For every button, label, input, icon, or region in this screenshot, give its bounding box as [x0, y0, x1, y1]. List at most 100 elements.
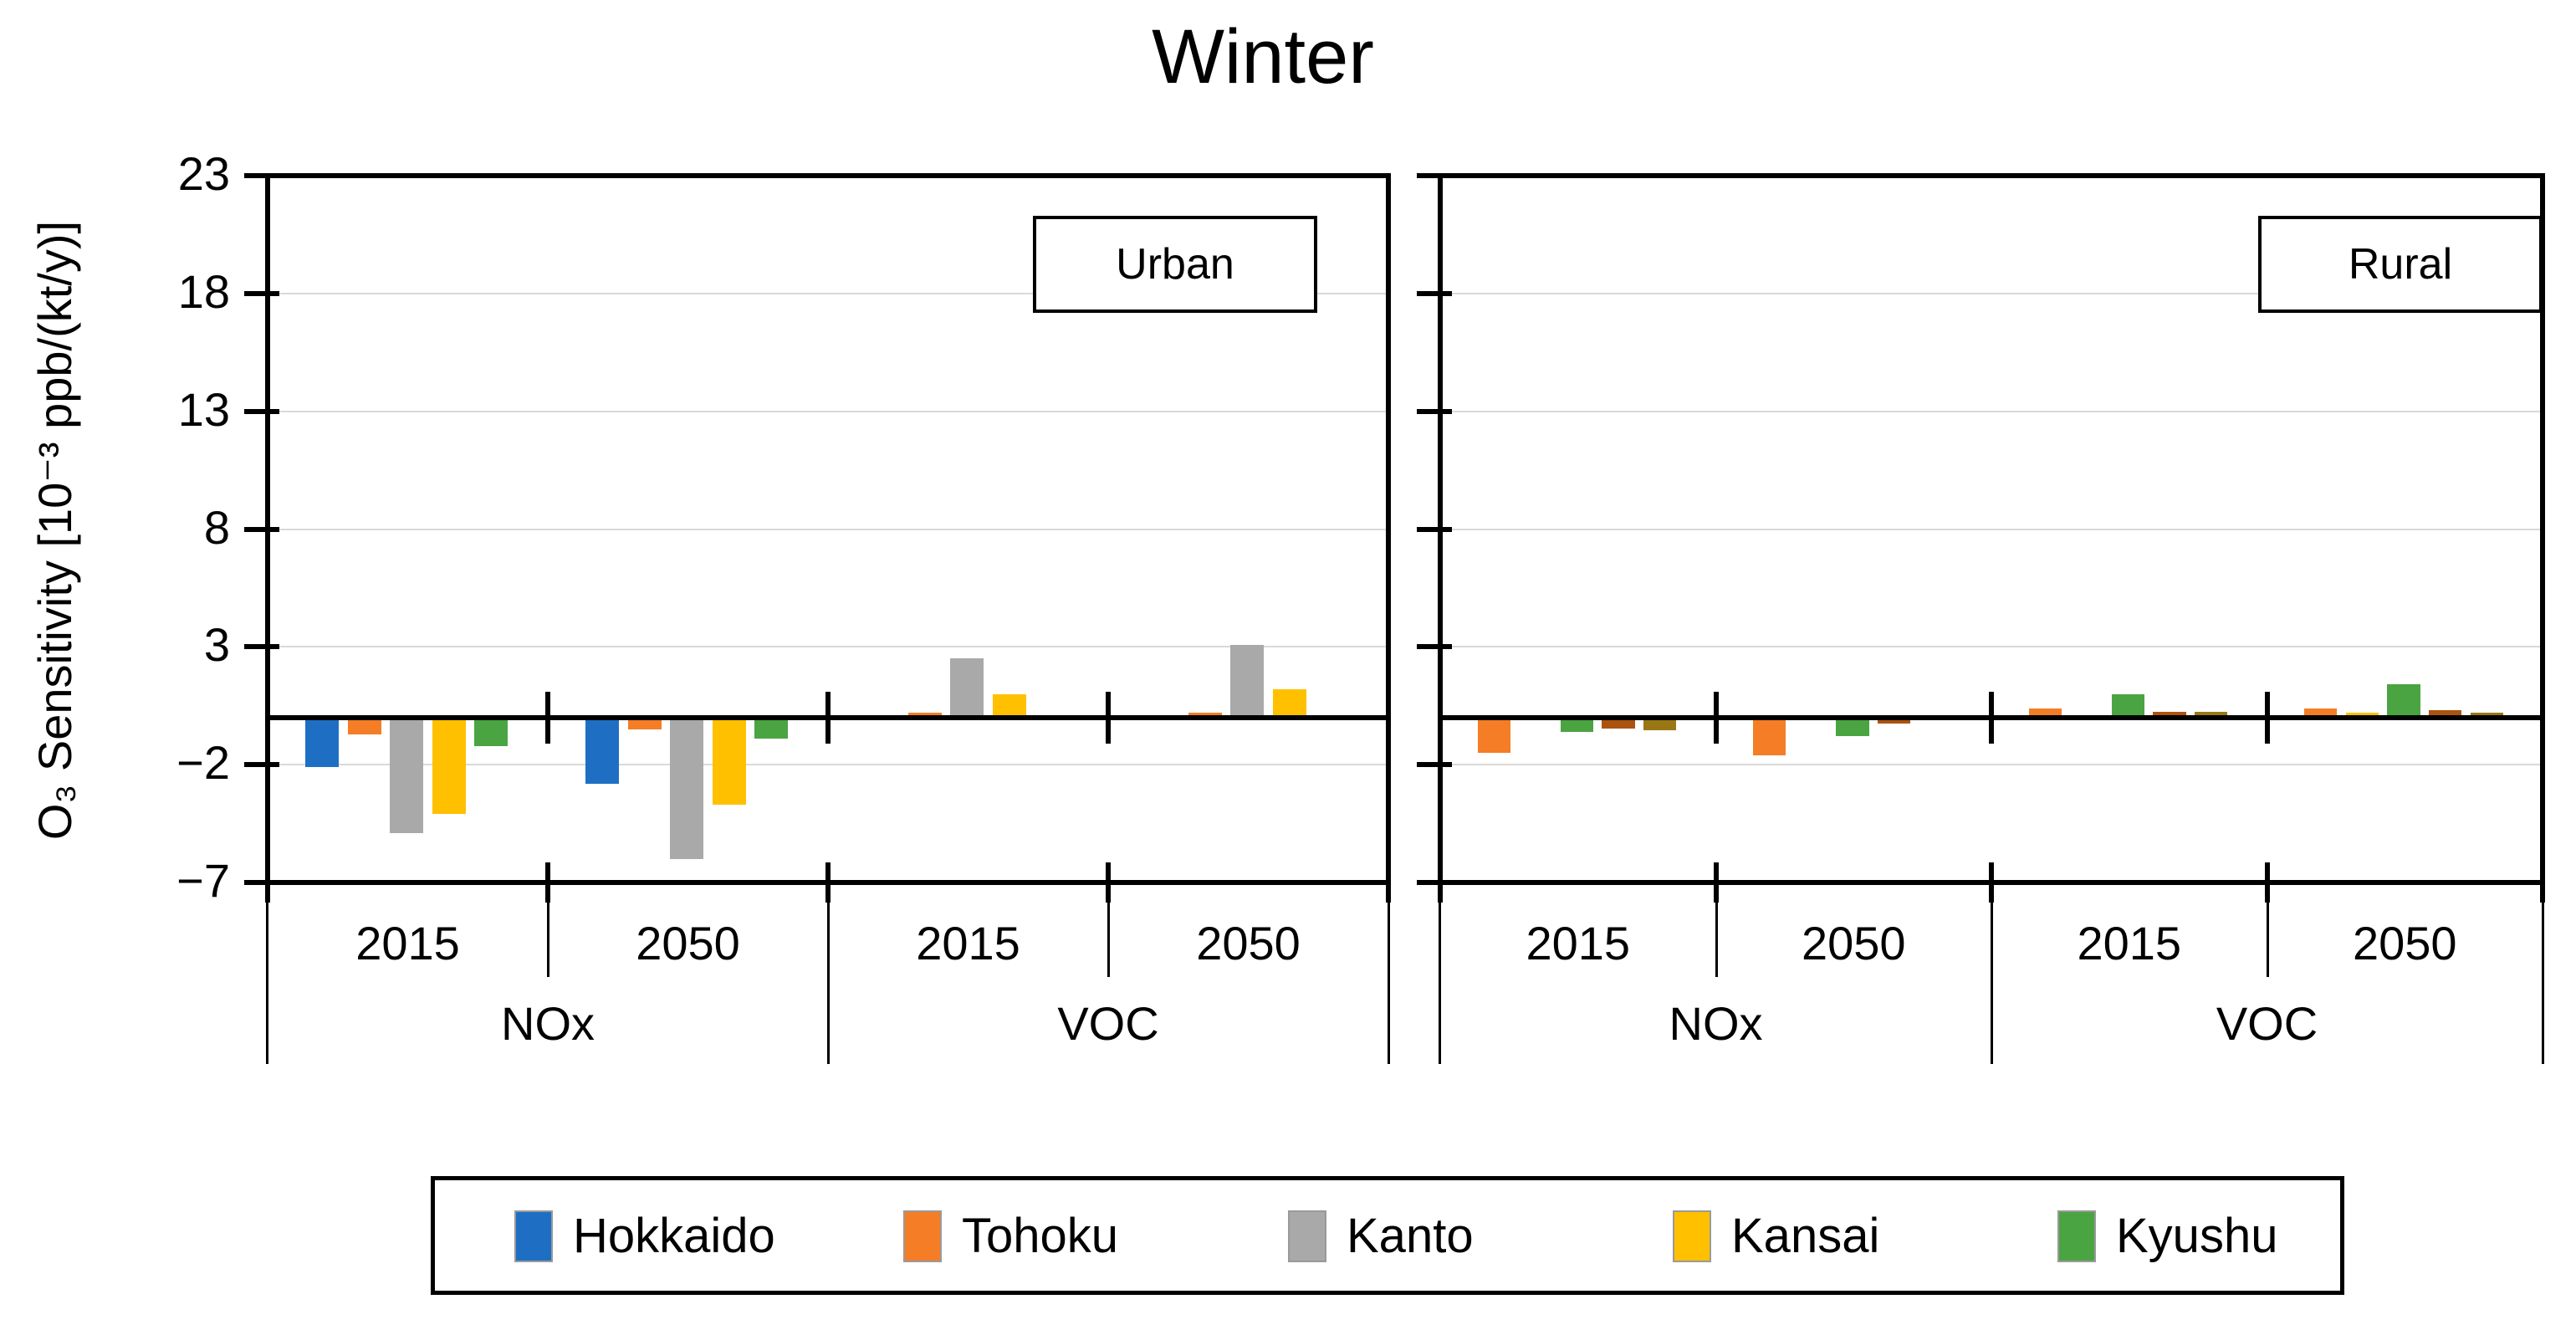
y-axis-title: O₃ Sensitivity [10⁻³ ppb/(kt/y)]	[28, 220, 81, 841]
x-axis-pollutant-label: NOx	[501, 997, 595, 1050]
bar-rural-NOx-2050-orange	[1753, 717, 1786, 755]
bar-urban-NOx-2050-Hokkaido	[585, 717, 620, 784]
y-axis-tick	[244, 526, 279, 532]
y-axis-tick	[1417, 526, 1452, 532]
legend-swatch-tohoku	[903, 1210, 942, 1262]
axis-skirt-year	[1107, 882, 1110, 977]
x-axis-year-label: 2050	[2352, 917, 2457, 969]
x-axis-pollutant-label: VOC	[2216, 997, 2318, 1050]
y-axis-tick	[244, 880, 279, 885]
y-axis-tick	[1417, 173, 1452, 178]
zero-line-tick	[825, 691, 831, 744]
x-axis-year-label: 2015	[355, 917, 460, 969]
gridline	[1440, 646, 2543, 648]
bar-rural-VOC-2015-dark-gold	[2195, 711, 2228, 718]
bar-urban-VOC-2015-Kanto	[950, 658, 984, 718]
gridline	[1440, 764, 2543, 766]
x-axis-year-label: 2015	[916, 917, 1020, 969]
gridline	[268, 292, 1388, 294]
x-axis-pollutant-label: VOC	[1057, 997, 1159, 1050]
bar-urban-NOx-2050-Kansai	[712, 717, 746, 806]
legend-label: Kansai	[1731, 1209, 1880, 1263]
zero-line-tick	[1989, 691, 1994, 744]
gridline	[268, 646, 1388, 648]
bar-rural-VOC-2050-green	[2387, 684, 2420, 718]
axis-skirt-edge	[266, 882, 268, 1064]
bar-rural-NOx-2050-dark-orange	[1877, 717, 1911, 724]
gridline	[1440, 410, 2543, 412]
x-axis-year-label: 2015	[2077, 917, 2182, 969]
y-tick-label: 18	[177, 264, 230, 318]
bar-rural-VOC-2015-green	[2111, 693, 2145, 718]
bar-urban-VOC-2015-Kansai	[992, 693, 1026, 718]
zero-line-tick	[2540, 691, 2545, 744]
legend-swatch-hokkaido	[514, 1210, 553, 1262]
y-axis-tick	[244, 644, 279, 650]
y-tick-label: 3	[203, 618, 230, 672]
bar-urban-NOx-2015-Kyushu	[474, 717, 508, 746]
bar-urban-NOx-2015-Kansai	[432, 717, 466, 815]
bar-rural-NOx-2015-green	[1560, 717, 1594, 732]
y-tick-label: 8	[203, 500, 230, 554]
axis-skirt-year	[547, 882, 549, 977]
x-axis-year-label: 2015	[1526, 917, 1631, 969]
legend-label: Kyushu	[2116, 1209, 2278, 1263]
bar-urban-NOx-2050-Tohoku	[627, 717, 662, 729]
legend-label: Tohoku	[962, 1209, 1119, 1263]
bar-rural-NOx-2050-green	[1836, 717, 1869, 737]
y-axis-tick	[244, 173, 279, 178]
bar-rural-NOx-2015-orange	[1477, 717, 1510, 754]
legend-item-hokkaido: Hokkaido	[514, 1210, 775, 1262]
y-axis-tick	[1417, 762, 1452, 768]
gridline	[1440, 528, 2543, 530]
bar-rural-NOx-2015-dark-gold	[1643, 717, 1677, 731]
bar-urban-VOC-2050-Kanto	[1230, 644, 1265, 718]
gridline	[268, 528, 1388, 530]
legend-item-tohoku: Tohoku	[903, 1210, 1118, 1262]
x-axis-year-label: 2050	[1801, 917, 1906, 969]
x-axis-year-label: 2050	[1196, 917, 1301, 969]
legend-swatch-kansai	[1673, 1210, 1711, 1262]
bar-rural-VOC-2015-dark-orange	[2153, 711, 2186, 718]
zero-line-tick	[1713, 691, 1719, 744]
legend-item-kanto: Kanto	[1288, 1210, 1474, 1262]
axis-skirt-edge	[1439, 882, 1441, 1064]
y-tick-label: 13	[177, 382, 230, 436]
bar-rural-VOC-2050-orange	[2304, 708, 2338, 718]
axis-skirt-mid	[1991, 882, 1993, 1064]
y-axis-tick	[244, 290, 279, 296]
legend: Hokkaido Tohoku Kanto Kansai Kyushu	[431, 1176, 2344, 1295]
y-tick-label: 23	[177, 147, 230, 200]
axis-skirt-mid	[827, 882, 830, 1064]
gridline	[268, 764, 1388, 766]
bar-rural-VOC-2015-orange	[2028, 708, 2062, 718]
x-axis-pollutant-label: NOx	[1669, 997, 1763, 1050]
legend-swatch-kanto	[1288, 1210, 1326, 1262]
bar-urban-NOx-2015-Kanto	[390, 717, 424, 833]
legend-label: Kanto	[1347, 1209, 1474, 1263]
bar-urban-NOx-2015-Tohoku	[347, 717, 381, 734]
gridline	[268, 410, 1388, 412]
bar-urban-NOx-2050-Kyushu	[754, 717, 788, 739]
bar-urban-NOx-2050-Kanto	[670, 717, 704, 859]
y-axis-tick	[244, 408, 279, 414]
bar-urban-VOC-2050-Kansai	[1272, 689, 1306, 718]
y-axis-tick	[1417, 644, 1452, 650]
zero-line-tick	[1106, 691, 1111, 744]
legend-item-kyushu: Kyushu	[2057, 1210, 2277, 1262]
axis-skirt-edge	[1388, 882, 1390, 1064]
legend-item-kansai: Kansai	[1673, 1210, 1879, 1262]
bar-rural-VOC-2050-dark-orange	[2428, 710, 2462, 718]
y-axis-tick	[1417, 880, 1452, 885]
panel-label-urban: Urban	[1033, 216, 1317, 313]
gridline	[1440, 292, 2543, 294]
bar-urban-NOx-2015-Hokkaido	[305, 717, 340, 767]
y-tick-label: −7	[176, 854, 230, 907]
y-axis-tick	[1417, 290, 1452, 296]
zero-line-tick	[265, 691, 270, 744]
zero-line-tick	[1438, 691, 1443, 744]
bar-rural-NOx-2015-dark-orange	[1602, 717, 1635, 729]
y-tick-label: −2	[176, 736, 230, 790]
axis-skirt-edge	[2542, 882, 2544, 1064]
